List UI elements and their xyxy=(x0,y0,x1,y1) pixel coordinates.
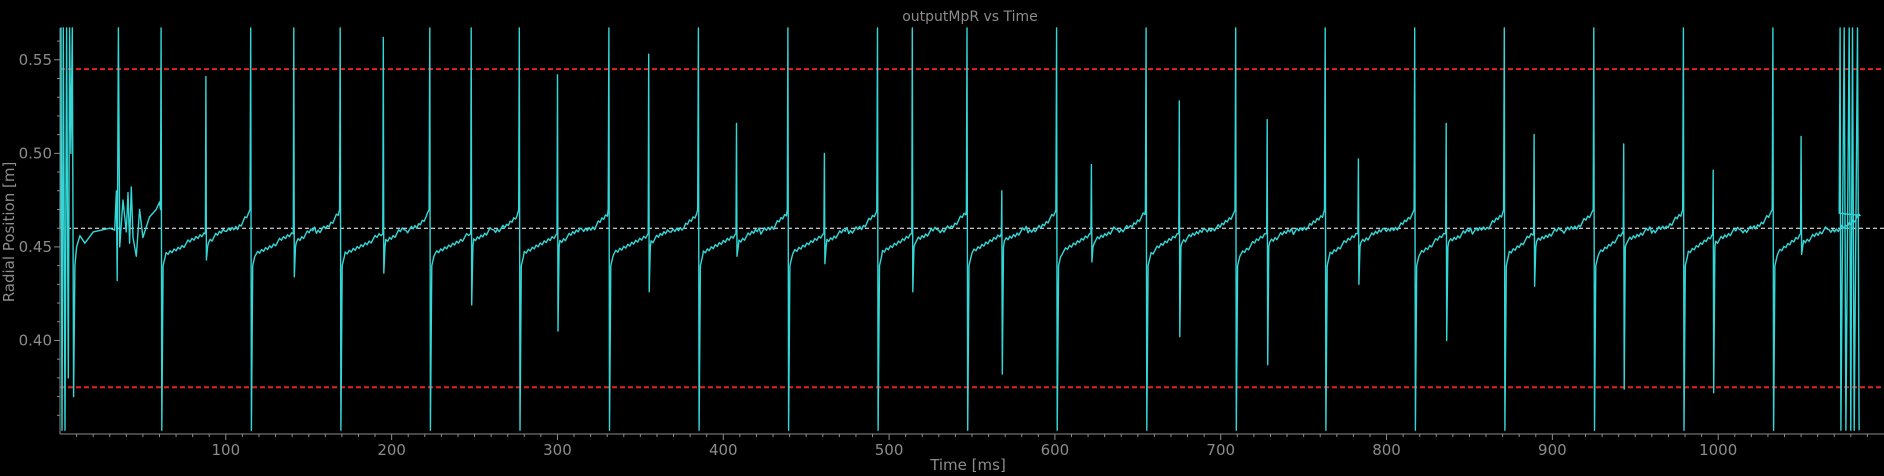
x-tick-label: 1000 xyxy=(1699,441,1737,459)
x-tick-label: 300 xyxy=(543,441,572,459)
y-tick-label: 0.55 xyxy=(19,51,52,69)
axes xyxy=(54,28,1884,440)
x-tick-label: 100 xyxy=(211,441,240,459)
x-tick-label: 700 xyxy=(1206,441,1235,459)
x-tick-label: 500 xyxy=(875,441,904,459)
y-axis-label: Radial Position [m] xyxy=(0,162,18,303)
x-axis-label: Time [ms] xyxy=(929,456,1006,474)
chart-title: outputMpR vs Time xyxy=(902,9,1038,25)
reference-lines xyxy=(60,68,1884,389)
tick-labels: 100 200 300 400 500 600 700 800 900 1000 0.40 0.45 0… xyxy=(19,51,1738,459)
series-line xyxy=(59,27,1861,431)
x-tick-label: 800 xyxy=(1372,441,1401,459)
x-tick-label: 600 xyxy=(1041,441,1070,459)
y-tick-label: 0.45 xyxy=(19,238,52,256)
x-tick-label: 400 xyxy=(709,441,738,459)
series-layer xyxy=(59,27,1861,431)
y-tick-label: 0.40 xyxy=(19,331,52,349)
x-tick-label: 200 xyxy=(377,441,406,459)
x-tick-label: 900 xyxy=(1538,441,1567,459)
y-tick-label: 0.50 xyxy=(19,144,52,162)
